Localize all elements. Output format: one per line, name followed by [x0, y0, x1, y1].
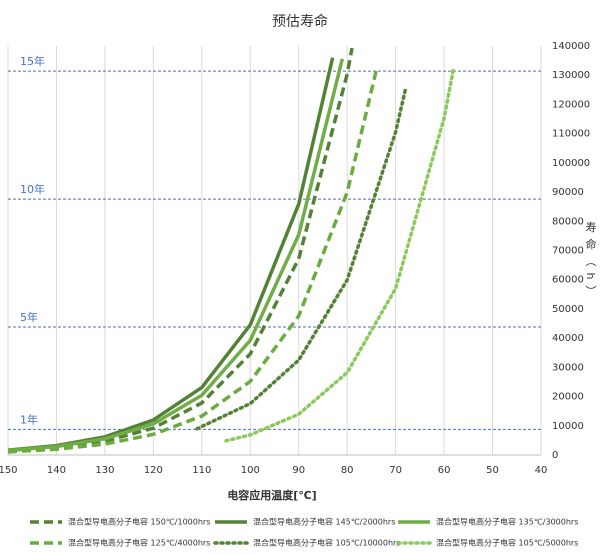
- x-tick-label: 90: [292, 465, 305, 476]
- y-tick-label: 40000: [552, 333, 584, 344]
- x-tick-label: 60: [438, 465, 451, 476]
- x-tick-label: 80: [341, 465, 354, 476]
- y-tick-label: 80000: [552, 216, 584, 227]
- y-tick-label: 0: [552, 450, 558, 461]
- legend-label: 混合型导电高分子电容 125℃/4000hrs: [68, 538, 210, 548]
- x-tick-label: 100: [241, 465, 260, 476]
- legend-label: 混合型导电高分子电容 150℃/1000hrs: [68, 517, 210, 527]
- x-tick-label: 120: [144, 465, 163, 476]
- x-axis-title: 电容应用温度[℃]: [227, 488, 316, 502]
- legend-label: 混合型导电高分子电容 135℃/3000hrs: [436, 517, 578, 527]
- legend-label: 混合型导电高分子电容 105℃/10000hrs: [253, 538, 400, 548]
- reference-label: 5年: [20, 310, 38, 324]
- line-series: [8, 70, 378, 454]
- y-tick-label: 130000: [552, 70, 590, 81]
- y-tick-label: 60000: [552, 275, 584, 286]
- line-series: [8, 58, 345, 453]
- line-series: [224, 65, 456, 443]
- x-tick-label: 70: [389, 465, 402, 476]
- y-tick-label: 110000: [552, 129, 590, 140]
- y-tick-label: 50000: [552, 304, 584, 315]
- line-series: [8, 47, 354, 454]
- line-series: [195, 88, 408, 431]
- x-tick-label: 130: [95, 465, 114, 476]
- legend-label: 混合型导电高分子电容 105℃/5000hrs: [436, 538, 578, 548]
- y-tick-label: 100000: [552, 158, 590, 169]
- reference-label: 15年: [20, 54, 45, 68]
- y-tick-label: 90000: [552, 187, 584, 198]
- x-tick-label: 140: [47, 465, 66, 476]
- y-tick-label: 10000: [552, 421, 584, 432]
- x-tick-label: 40: [535, 465, 548, 476]
- plot-area: [8, 47, 456, 454]
- reference-label: 10年: [20, 182, 45, 196]
- x-tick-label: 150: [0, 465, 18, 476]
- x-tick-label: 110: [192, 465, 211, 476]
- x-tick-label: 50: [486, 465, 499, 476]
- y-tick-label: 70000: [552, 246, 584, 257]
- reference-label: 1年: [20, 412, 38, 426]
- y-tick-label: 140000: [552, 41, 590, 52]
- legend-label: 混合型导电高分子电容 145℃/2000hrs: [253, 517, 395, 527]
- y-tick-label: 30000: [552, 362, 584, 373]
- chart-title: 预估寿命: [272, 13, 328, 30]
- y-tick-label: 20000: [552, 392, 584, 403]
- y-axis-title: 寿命（h）: [584, 220, 597, 302]
- y-tick-label: 120000: [552, 99, 590, 110]
